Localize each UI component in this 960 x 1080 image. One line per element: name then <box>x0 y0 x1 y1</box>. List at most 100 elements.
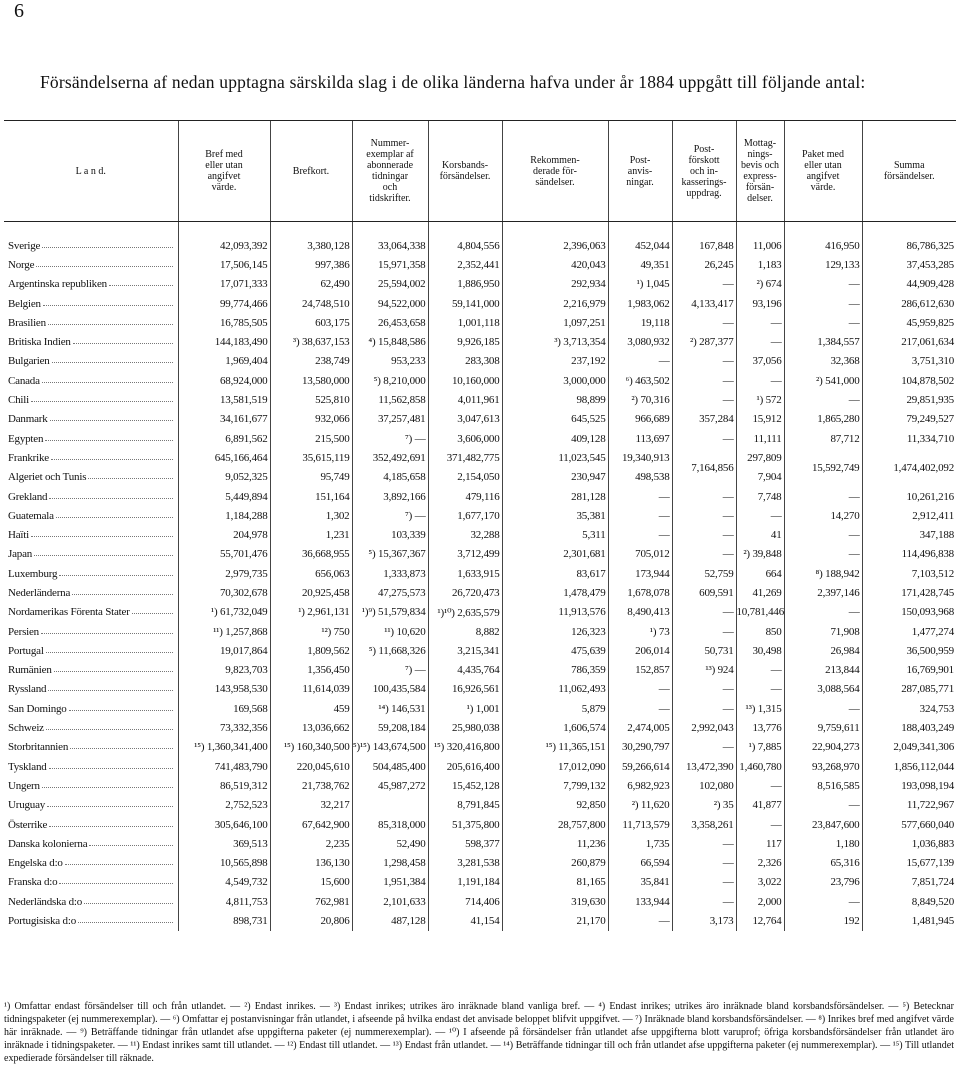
value-cell: 15,592,749 <box>783 448 862 487</box>
country-cell: Danmark <box>4 410 178 429</box>
value-cell: 30,290,797 <box>607 737 672 758</box>
value-cell: ⁷) — <box>351 660 428 680</box>
value-cell: 13,580,000 <box>269 371 352 391</box>
country-cell: Ryssland <box>4 680 178 699</box>
value-cell: 645,166,464 <box>177 448 270 468</box>
column-header: Bref med eller utan angifvet värde. <box>177 120 270 222</box>
value-cell: 35,381 <box>501 506 608 526</box>
value-cell: 7,904 <box>735 467 784 487</box>
dot-leader <box>70 748 173 750</box>
value-cell: 26,984 <box>783 641 862 661</box>
value-cell: 8,490,413 <box>607 602 672 622</box>
country-cell: Nordamerikas Förenta Stater <box>4 603 178 622</box>
country-wrap: Argentinska republiken <box>8 278 176 290</box>
value-cell: 286,612,630 <box>861 293 956 314</box>
dot-leader <box>45 651 173 653</box>
country-wrap: Nederländska d:o <box>8 896 176 908</box>
value-cell: 23,847,600 <box>783 814 862 835</box>
value-cell: — <box>607 351 672 372</box>
value-cell: — <box>783 293 862 314</box>
dot-leader <box>31 536 173 538</box>
country-name: Guatemala <box>8 509 54 522</box>
value-cell: 2,301,681 <box>501 544 608 565</box>
value-cell: 11,236 <box>501 834 608 854</box>
dot-leader <box>64 864 173 866</box>
value-cell: 15,600 <box>269 872 352 893</box>
value-cell: 487,128 <box>351 911 428 931</box>
value-cell: 17,012,090 <box>501 757 608 777</box>
country-wrap: Österrike <box>8 819 176 831</box>
value-cell: 9,759,611 <box>783 718 862 738</box>
dot-leader <box>59 883 173 885</box>
country-name: Japan <box>8 548 33 561</box>
value-cell: 26,245 <box>671 255 736 275</box>
value-cell: ¹⁴) 146,531 <box>351 699 428 719</box>
value-cell: 25,980,038 <box>427 718 502 738</box>
column-header: Brefkort. <box>269 120 352 222</box>
country-cell: Schweiz <box>4 718 178 737</box>
value-cell: 9,052,325 <box>177 467 270 487</box>
country-cell: Nederländerna <box>4 583 178 602</box>
value-cell: 15,971,358 <box>351 255 428 275</box>
country-wrap: Rumänien <box>8 664 176 676</box>
value-cell: 188,403,249 <box>861 718 956 738</box>
value-cell: 932,066 <box>269 409 352 429</box>
value-cell: 59,141,000 <box>427 293 502 314</box>
value-cell: 2,049,341,306 <box>861 737 956 758</box>
value-cell: 352,492,691 <box>351 448 428 468</box>
value-cell: 1,036,883 <box>861 834 956 854</box>
value-cell: 8,516,585 <box>783 776 862 796</box>
value-cell: 1,951,384 <box>351 872 428 893</box>
table-row: Nordamerikas Förenta Stater ¹) 61,732,049… <box>4 602 956 622</box>
value-cell: ³) 38,637,153 <box>269 332 352 352</box>
country-cell: Japan <box>4 545 178 564</box>
value-cell: 297,809 <box>735 448 784 468</box>
value-cell: 3,047,613 <box>427 409 502 429</box>
country-cell: Grekland <box>4 487 178 506</box>
value-cell: 28,757,800 <box>501 814 608 835</box>
value-cell: ¹) 7,885 <box>735 737 784 758</box>
value-cell: 98,899 <box>501 390 608 410</box>
value-cell: — <box>783 274 862 294</box>
country-name: Britiska Indien <box>8 336 71 349</box>
value-cell: 85,318,000 <box>351 814 428 835</box>
value-cell: 10,160,000 <box>427 371 502 391</box>
table-row: San Domingo 169,568 459 ¹⁴) 146,531 ¹) 1,001… <box>4 699 956 719</box>
value-cell: 14,270 <box>783 506 862 526</box>
value-cell: ¹³) 924 <box>671 660 736 680</box>
table-row: Danmark 34,161,677 932,066 37,257,481 3,047,… <box>4 409 956 429</box>
country-name: Luxemburg <box>8 567 58 580</box>
country-cell: Franska d:o <box>4 873 178 892</box>
country-name: Egypten <box>8 432 44 445</box>
value-cell: 452,044 <box>607 221 672 256</box>
country-wrap: Engelska d:o <box>8 857 176 869</box>
value-cell: ²) 287,377 <box>671 332 736 352</box>
value-cell: ²) 35 <box>671 795 736 815</box>
value-cell: 230,947 <box>501 467 608 487</box>
value-cell: 136,130 <box>269 853 352 873</box>
value-cell: 4,804,556 <box>427 221 502 256</box>
value-cell: 714,406 <box>427 892 502 912</box>
value-cell: 8,849,520 <box>861 892 956 912</box>
dot-leader <box>45 439 173 441</box>
value-cell: 95,749 <box>269 467 352 487</box>
value-cell: 143,958,530 <box>177 679 270 700</box>
column-header: Mottag- nings- bevis och express- försän… <box>735 120 784 222</box>
column-header: Nummer- exemplar af abonnerade tidningar… <box>351 120 428 222</box>
value-cell: 281,128 <box>501 486 608 507</box>
value-cell: 5,879 <box>501 699 608 719</box>
dot-leader <box>31 401 173 403</box>
value-cell: ¹⁵) 1,360,341,400 <box>177 737 270 758</box>
country-cell: Frankrike <box>4 448 178 467</box>
value-cell: — <box>735 506 784 526</box>
country-cell: Storbritannien <box>4 738 178 757</box>
value-cell: 47,275,573 <box>351 583 428 603</box>
title: Försändelserna af nedan upptagna särskil… <box>40 72 866 92</box>
country-name: Rumänien <box>8 664 52 677</box>
value-cell: ⁷) — <box>351 506 428 526</box>
value-cell: — <box>783 795 862 815</box>
value-cell: 206,014 <box>607 641 672 661</box>
value-cell: 3,712,499 <box>427 544 502 565</box>
value-cell: 305,646,100 <box>177 814 270 835</box>
country-wrap: Grekland <box>8 491 176 503</box>
